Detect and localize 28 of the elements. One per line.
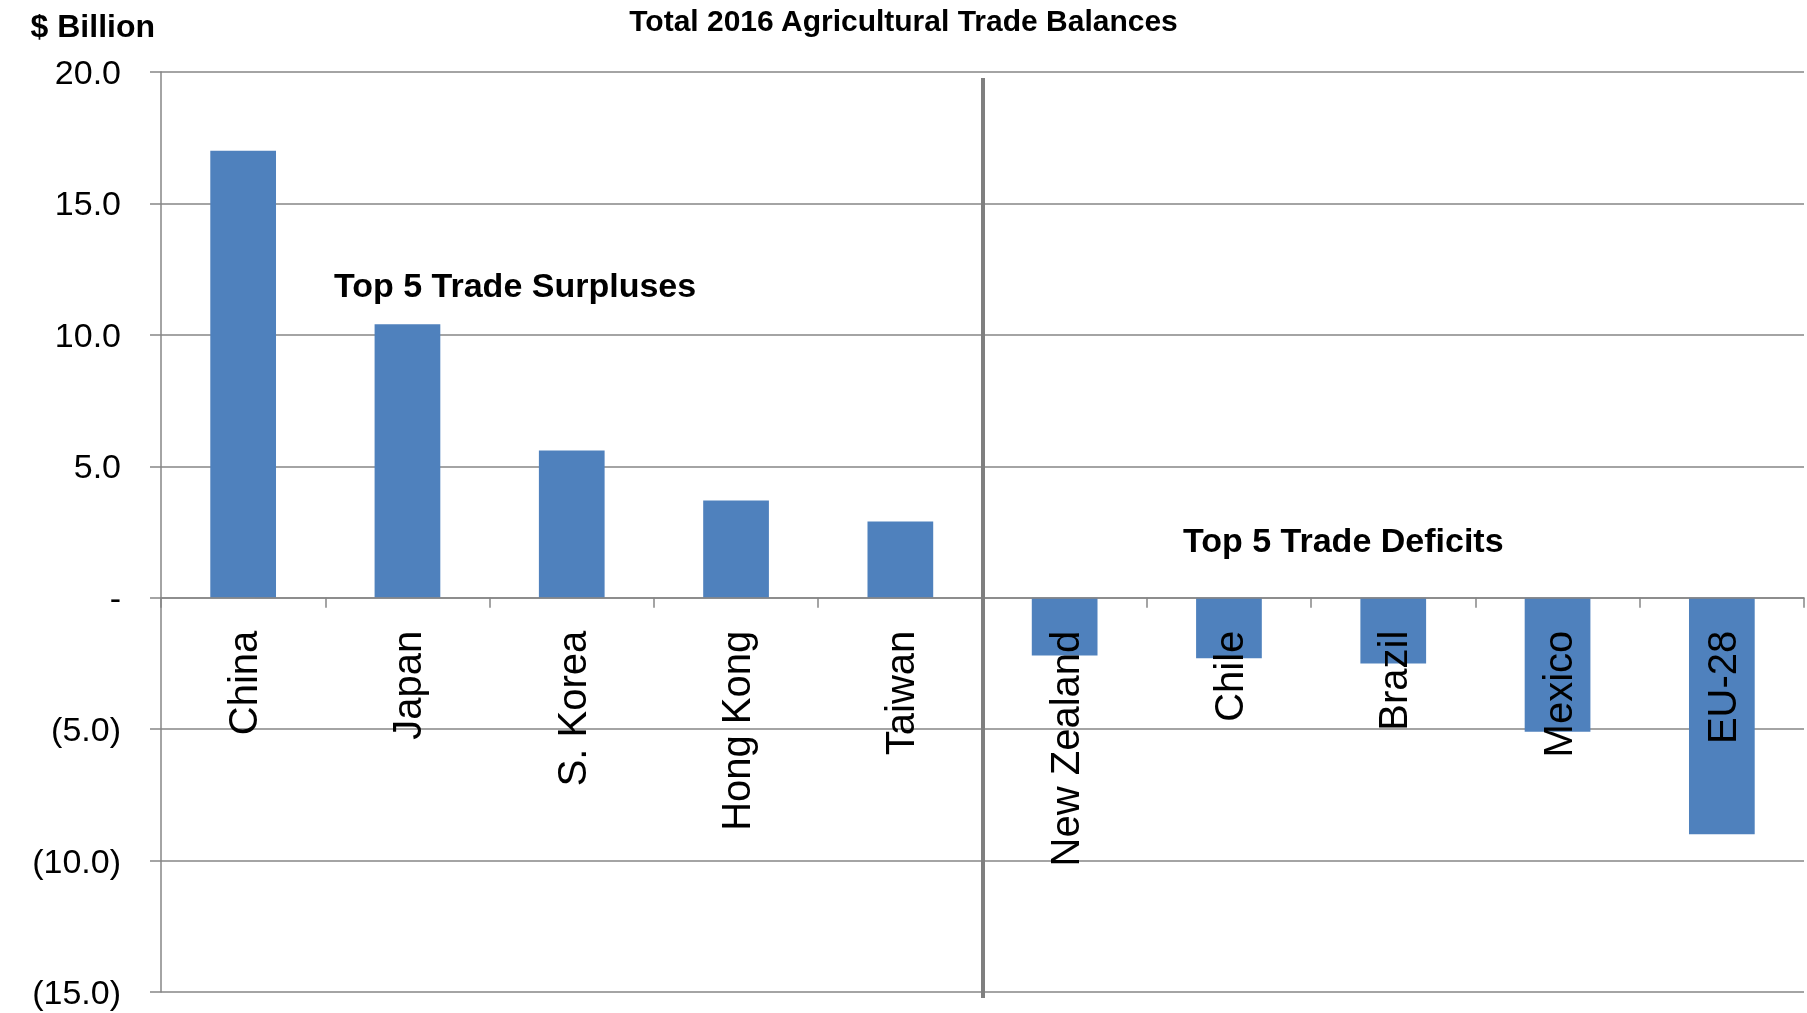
annotation: Top 5 Trade Deficits — [1183, 521, 1504, 559]
y-axis-title: $ Billion — [30, 8, 155, 44]
bar — [374, 324, 441, 598]
y-tick-label: (15.0) — [32, 973, 121, 1011]
x-tick-label: Japan — [385, 630, 430, 740]
y-tick-label: (10.0) — [32, 841, 121, 880]
x-tick-label: New Zealand — [1042, 630, 1087, 867]
bar — [210, 150, 277, 598]
chart-title: Total 2016 Agricultural Trade Balances — [629, 3, 1178, 37]
y-tick-label: 20.0 — [54, 53, 121, 91]
x-tick-label: S. Korea — [549, 629, 594, 787]
x-tick-label: Chile — [1206, 630, 1251, 722]
bar — [703, 500, 769, 598]
x-tick-label: China — [221, 629, 266, 736]
y-tick-label: 5.0 — [73, 447, 121, 486]
bar — [1688, 597, 1755, 835]
annotation: Top 5 Trade Surpluses — [334, 266, 697, 304]
y-tick-label: 10.0 — [54, 315, 121, 354]
y-tick-label: 15.0 — [54, 184, 121, 223]
x-tick-label: EU-28 — [1699, 630, 1744, 745]
bar — [867, 521, 934, 598]
x-tick-label: Brazil — [1371, 630, 1416, 731]
bar — [538, 450, 605, 598]
x-tick-label: Mexico — [1535, 630, 1580, 758]
y-tick-label: (5.0) — [51, 710, 121, 749]
x-tick-label: Hong Kong — [714, 630, 759, 831]
y-tick-label: - — [109, 578, 121, 617]
x-tick-label: Taiwan — [878, 630, 923, 756]
